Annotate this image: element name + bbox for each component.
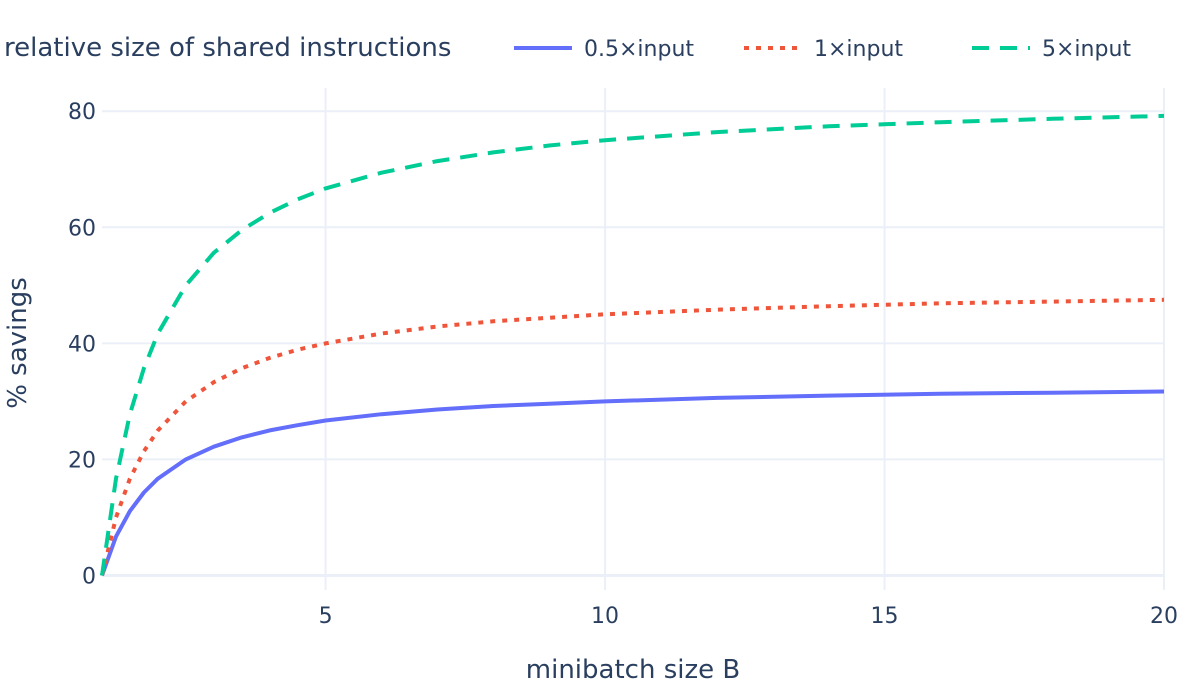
y-axis-title: % savings xyxy=(3,277,33,409)
x-axis-title: minibatch size B xyxy=(526,655,740,685)
x-axis: 5 10 15 20 xyxy=(319,604,1178,629)
series-line-1 xyxy=(100,297,1165,576)
y-tick-label: 20 xyxy=(68,448,96,473)
legend-label: 1×input xyxy=(814,37,903,62)
series-layer xyxy=(100,113,1165,577)
legend-item[interactable]: 0.5×input xyxy=(514,37,694,62)
legend-item[interactable]: 1×input xyxy=(744,37,903,62)
y-tick-label: 0 xyxy=(82,564,96,589)
y-tick-label: 60 xyxy=(68,216,96,241)
y-tick-label: 40 xyxy=(68,332,96,357)
legend-label: 0.5×input xyxy=(584,37,694,62)
x-tick-label: 10 xyxy=(591,604,619,629)
series-line-2 xyxy=(100,113,1165,576)
grid xyxy=(102,88,1165,590)
x-tick-label: 15 xyxy=(871,604,899,629)
x-tick-label: 5 xyxy=(319,604,333,629)
legend-label: 5×input xyxy=(1042,37,1131,62)
x-tick-label: 20 xyxy=(1150,604,1178,629)
y-axis: 0 20 40 60 80 xyxy=(68,100,96,589)
legend: relative size of shared instructions 0.5… xyxy=(4,33,1131,63)
y-tick-label: 80 xyxy=(68,100,96,125)
legend-title: relative size of shared instructions xyxy=(4,33,451,63)
legend-item[interactable]: 5×input xyxy=(972,37,1131,62)
series-line-0 xyxy=(100,389,1165,577)
